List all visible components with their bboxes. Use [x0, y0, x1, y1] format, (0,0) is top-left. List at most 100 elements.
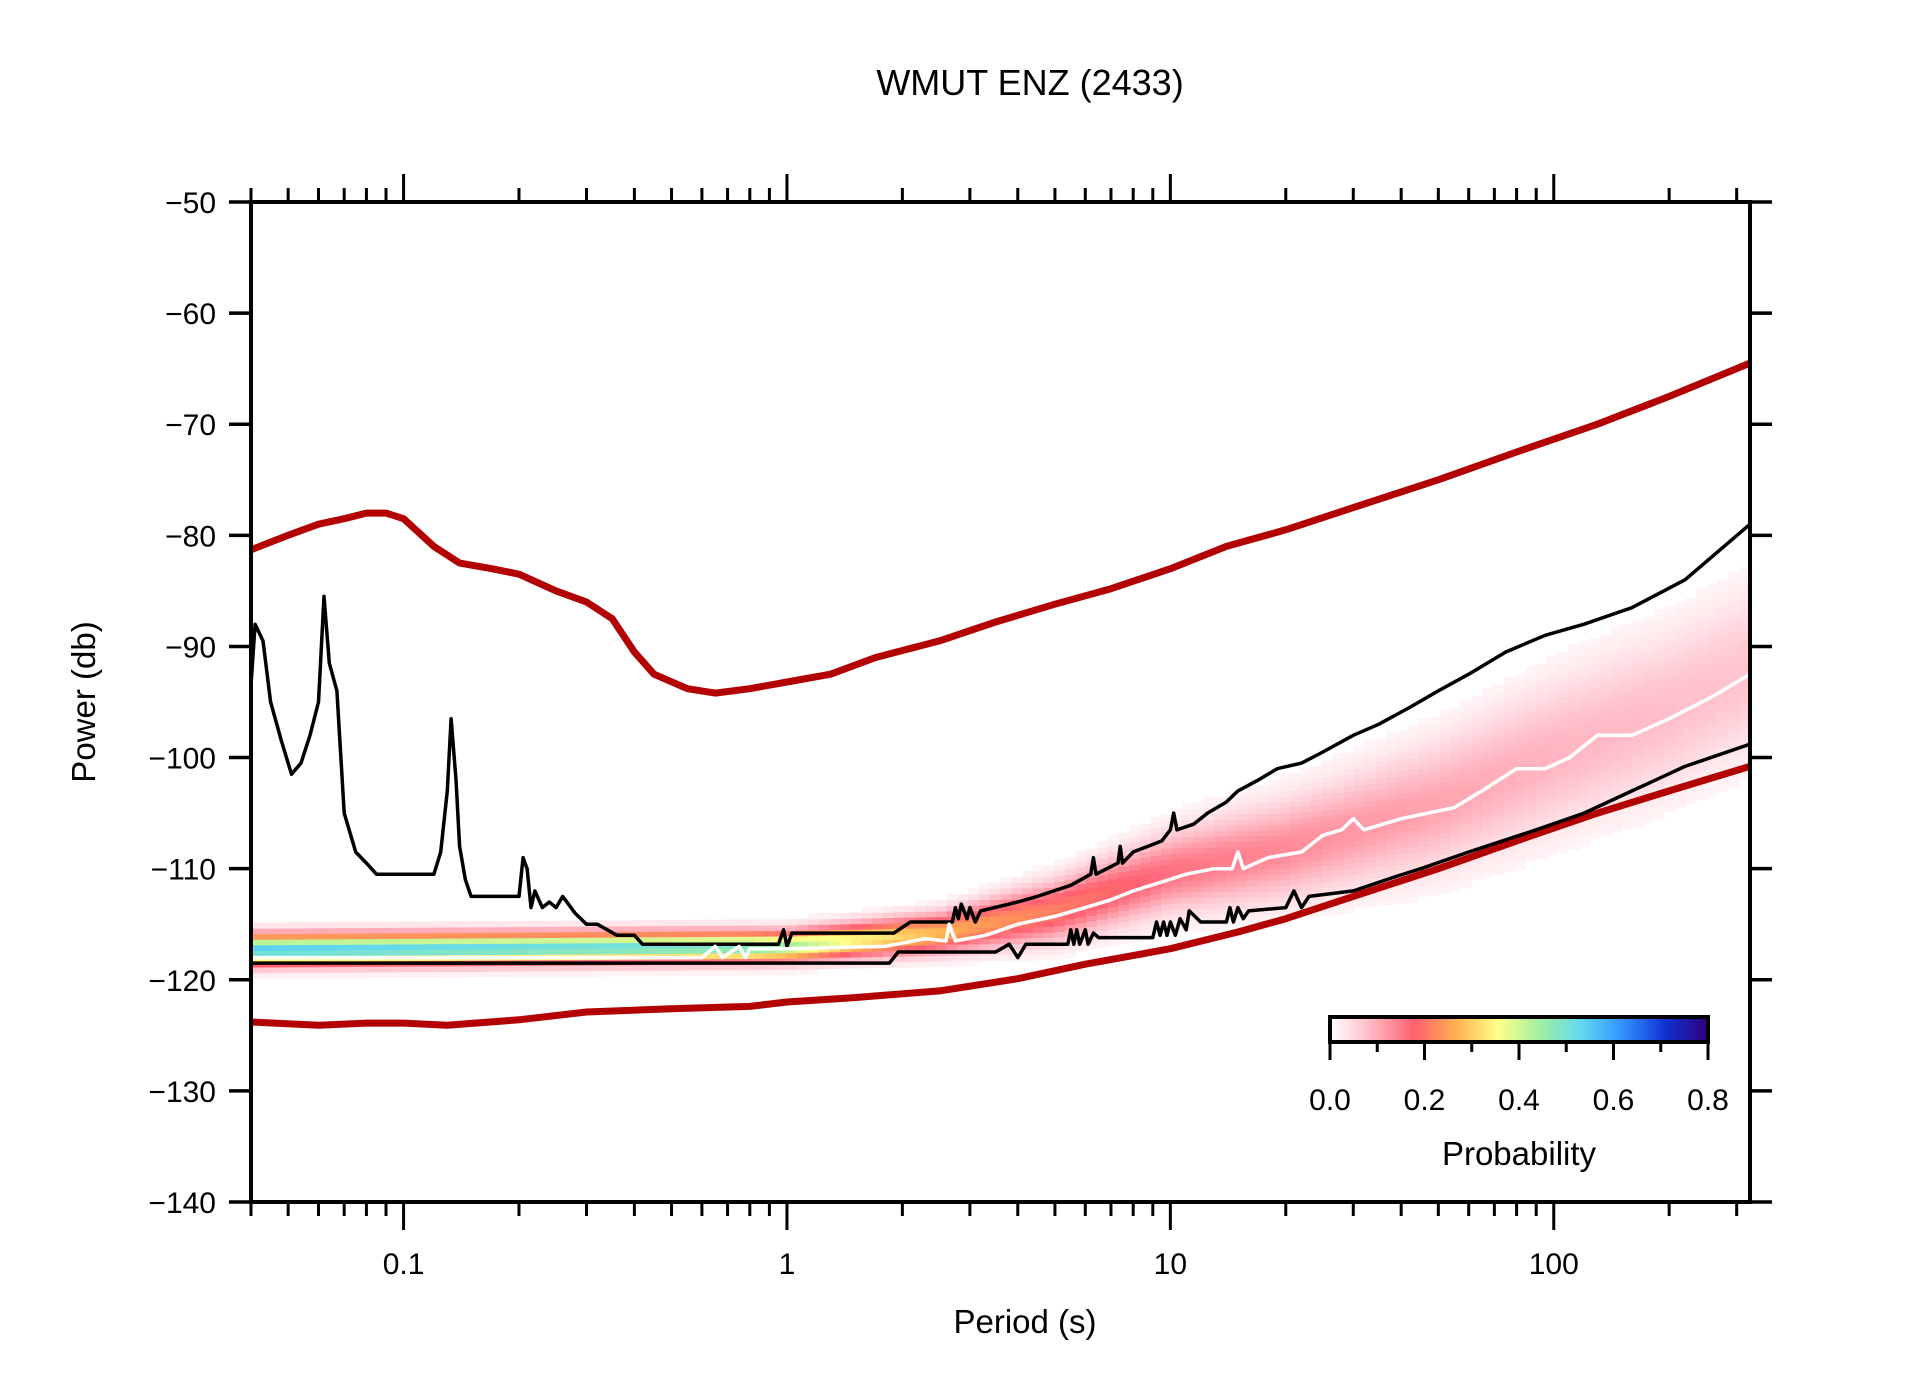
pdf-cell: [1375, 744, 1387, 751]
pdf-cell: [1739, 589, 1750, 596]
pdf-cell: [914, 927, 927, 935]
pdf-cell: [1482, 765, 1494, 772]
pdf-cell: [1664, 778, 1676, 785]
pdf-cell: [1139, 873, 1151, 880]
pdf-cell: [572, 937, 584, 944]
pdf-cell: [1535, 724, 1548, 731]
pdf-cell: [1578, 707, 1590, 714]
pdf-cell: [1535, 852, 1548, 859]
pdf-cell: [1107, 900, 1119, 907]
pdf-cell: [475, 926, 488, 933]
pdf-cell: [1268, 785, 1280, 792]
colorbar: 0.0 0.2 0.4 0.6 0.8 Probability: [1309, 1015, 1729, 1172]
pdf-cell: [572, 965, 584, 972]
pdf-cell: [1096, 852, 1109, 859]
pdf-cell: [1535, 696, 1548, 703]
pdf-cell: [1386, 815, 1398, 822]
pdf-cell: [1610, 637, 1623, 644]
pdf-cell: [1428, 761, 1441, 768]
pdf-cell: [272, 933, 284, 940]
pdf-cell: [1503, 782, 1515, 789]
pdf-cell: [1600, 712, 1612, 719]
pdf-cell: [947, 938, 959, 945]
pdf-cell: [1386, 737, 1398, 744]
pdf-cell: [1418, 862, 1430, 869]
pdf-cell: [1236, 885, 1248, 892]
pdf-cell: [1311, 843, 1323, 851]
pdf-cell: [1236, 835, 1248, 842]
pdf-cell: [1546, 694, 1558, 701]
pdf-cell: [1717, 747, 1730, 754]
pdf-cell: [625, 964, 638, 971]
pdf-cell: [1064, 951, 1076, 959]
pdf-cell: [1460, 843, 1473, 850]
pdf-cell: [1064, 896, 1076, 903]
pdf-cell: [582, 942, 595, 949]
pdf-cell: [486, 971, 498, 978]
pdf-cell: [1129, 897, 1141, 904]
pdf-cell: [1568, 766, 1580, 773]
pdf-cell: [1685, 792, 1698, 799]
pdf-cell: [1557, 791, 1569, 798]
pdf-cell: [1246, 824, 1259, 831]
pdf-cell: [1664, 772, 1676, 779]
pdf-cell: [904, 922, 916, 929]
pdf-cell: [1332, 803, 1344, 810]
pdf-cell: [947, 894, 959, 901]
pdf-cell: [1439, 809, 1451, 816]
pdf-cell: [904, 917, 916, 924]
pdf-cell: [1557, 763, 1569, 770]
pdf-cell: [1225, 791, 1237, 798]
pdf-cell: [1428, 811, 1441, 818]
pdf-cell: [1525, 749, 1537, 756]
pdf-cell: [1439, 826, 1451, 833]
pdf-cell: [1471, 740, 1483, 747]
pdf-cell: [1653, 653, 1665, 660]
pdf-cell: [1653, 686, 1665, 693]
pdf-cell: [1471, 824, 1483, 831]
pdf-cell: [1525, 671, 1537, 678]
pdf-cell: [1203, 830, 1216, 837]
pdf-cell: [1610, 648, 1623, 655]
pdf-cell: [1535, 752, 1548, 759]
pdf-cell: [1696, 793, 1708, 801]
pdf-cell: [1568, 843, 1580, 850]
pdf-cell: [283, 950, 295, 957]
pdf-cell: [1171, 897, 1184, 904]
pdf-cell: [1493, 807, 1505, 814]
pdf-cell: [1675, 685, 1687, 692]
pdf-cell: [1707, 784, 1719, 791]
pdf-cell: [1203, 858, 1216, 865]
pdf-cell: [1300, 805, 1312, 813]
pdf-cell: [1407, 863, 1419, 870]
pdf-cell: [1257, 802, 1269, 809]
pdf-cell: [1343, 769, 1355, 776]
pdf-cell: [1086, 909, 1098, 916]
pdf-cell: [1632, 698, 1644, 705]
pdf-cell: [272, 972, 284, 979]
pdf-cell: [1300, 889, 1312, 896]
pdf-cell: [1514, 718, 1526, 725]
pdf-cell: [1214, 863, 1226, 870]
pdf-cell: [1514, 791, 1526, 798]
pdf-cell: [1311, 860, 1323, 867]
pdf-cell: [1257, 852, 1269, 859]
pdf-cell: [358, 938, 370, 945]
pdf-cell: [1343, 813, 1355, 820]
pdf-cell: [1311, 788, 1323, 795]
pdf-cell: [1332, 831, 1344, 838]
pdf-cell: [358, 944, 370, 951]
pdf-cell: [1418, 857, 1430, 864]
pdf-cell: [1096, 930, 1109, 937]
pdf-cell: [1214, 858, 1226, 865]
pdf-cell: [1364, 872, 1376, 879]
pdf-cell: [1642, 739, 1655, 746]
pdf-cell: [1589, 665, 1601, 672]
pdf-cell: [1589, 826, 1601, 833]
pdf-cell: [1129, 892, 1141, 899]
pdf-cell: [1064, 879, 1076, 886]
pdf-cell: [1471, 812, 1483, 820]
pdf-cell: [1332, 792, 1344, 799]
pdf-cell: [433, 938, 445, 945]
pdf-cell: [1460, 815, 1473, 822]
